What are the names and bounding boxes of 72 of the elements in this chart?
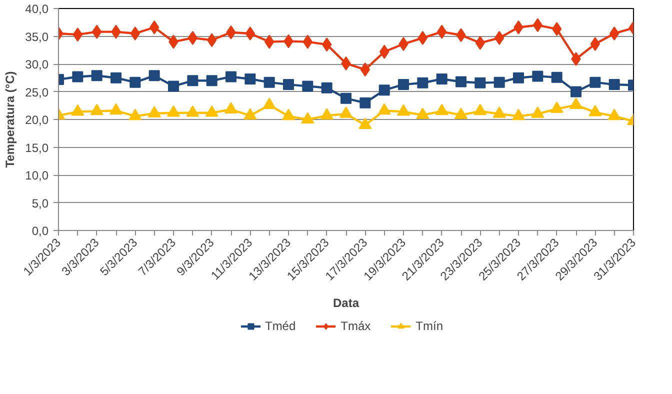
point — [417, 77, 428, 88]
point — [436, 73, 448, 84]
point — [492, 106, 506, 118]
point — [110, 103, 122, 115]
point — [551, 72, 562, 83]
point — [340, 92, 352, 104]
legend-label: Tmín — [416, 319, 444, 333]
point — [590, 76, 601, 88]
point — [244, 73, 256, 84]
point — [532, 70, 544, 82]
y-tick-label: 15,0 — [25, 140, 49, 155]
point — [435, 104, 448, 116]
y-tick-label: 25,0 — [25, 85, 49, 100]
y-tick-label: 35,0 — [25, 30, 49, 44]
point — [91, 70, 102, 82]
point — [398, 79, 409, 90]
point — [186, 105, 200, 117]
legend-label: Tméd — [264, 319, 296, 333]
point — [320, 108, 334, 120]
y-tick-label: 10,0 — [25, 168, 49, 182]
y-axis-title: Temperatura (°C) — [3, 71, 18, 168]
point — [167, 105, 180, 117]
point — [416, 108, 430, 120]
y-tick-label: 0,0 — [32, 224, 49, 238]
y-tick-label: 5,0 — [32, 196, 49, 210]
point — [570, 98, 582, 110]
point — [474, 77, 486, 88]
x-axis-title: Data — [332, 296, 360, 310]
point — [224, 102, 238, 114]
point — [397, 104, 410, 116]
point — [110, 72, 122, 84]
point — [72, 71, 84, 82]
point — [608, 108, 621, 120]
point — [570, 86, 582, 98]
point — [71, 104, 84, 116]
y-tick-label: 30,0 — [25, 58, 49, 72]
point — [262, 98, 276, 110]
point — [264, 76, 275, 88]
point — [340, 106, 352, 118]
point — [206, 75, 218, 86]
point — [283, 79, 294, 90]
point — [148, 106, 161, 118]
point — [321, 82, 332, 94]
point — [474, 104, 487, 116]
point — [226, 71, 236, 82]
point — [550, 102, 564, 113]
point — [494, 76, 505, 88]
point — [358, 118, 372, 130]
point — [512, 108, 525, 120]
point — [168, 80, 179, 92]
point — [301, 112, 314, 124]
point — [187, 75, 198, 86]
point — [90, 104, 104, 116]
point — [513, 72, 524, 84]
point — [148, 70, 160, 82]
point — [360, 97, 371, 108]
point — [531, 106, 544, 118]
point — [282, 108, 295, 120]
y-tick-label: 20,0 — [25, 113, 49, 127]
point — [608, 79, 620, 90]
point — [456, 76, 466, 88]
point — [588, 104, 602, 116]
y-tick-label: 40,0 — [25, 2, 49, 16]
point — [378, 103, 391, 115]
point — [378, 84, 390, 96]
point — [302, 80, 314, 92]
point — [244, 108, 257, 120]
point — [130, 76, 141, 88]
legend-label: Tmáx — [340, 319, 371, 333]
point — [205, 105, 218, 117]
point — [128, 108, 142, 120]
point — [454, 108, 468, 120]
